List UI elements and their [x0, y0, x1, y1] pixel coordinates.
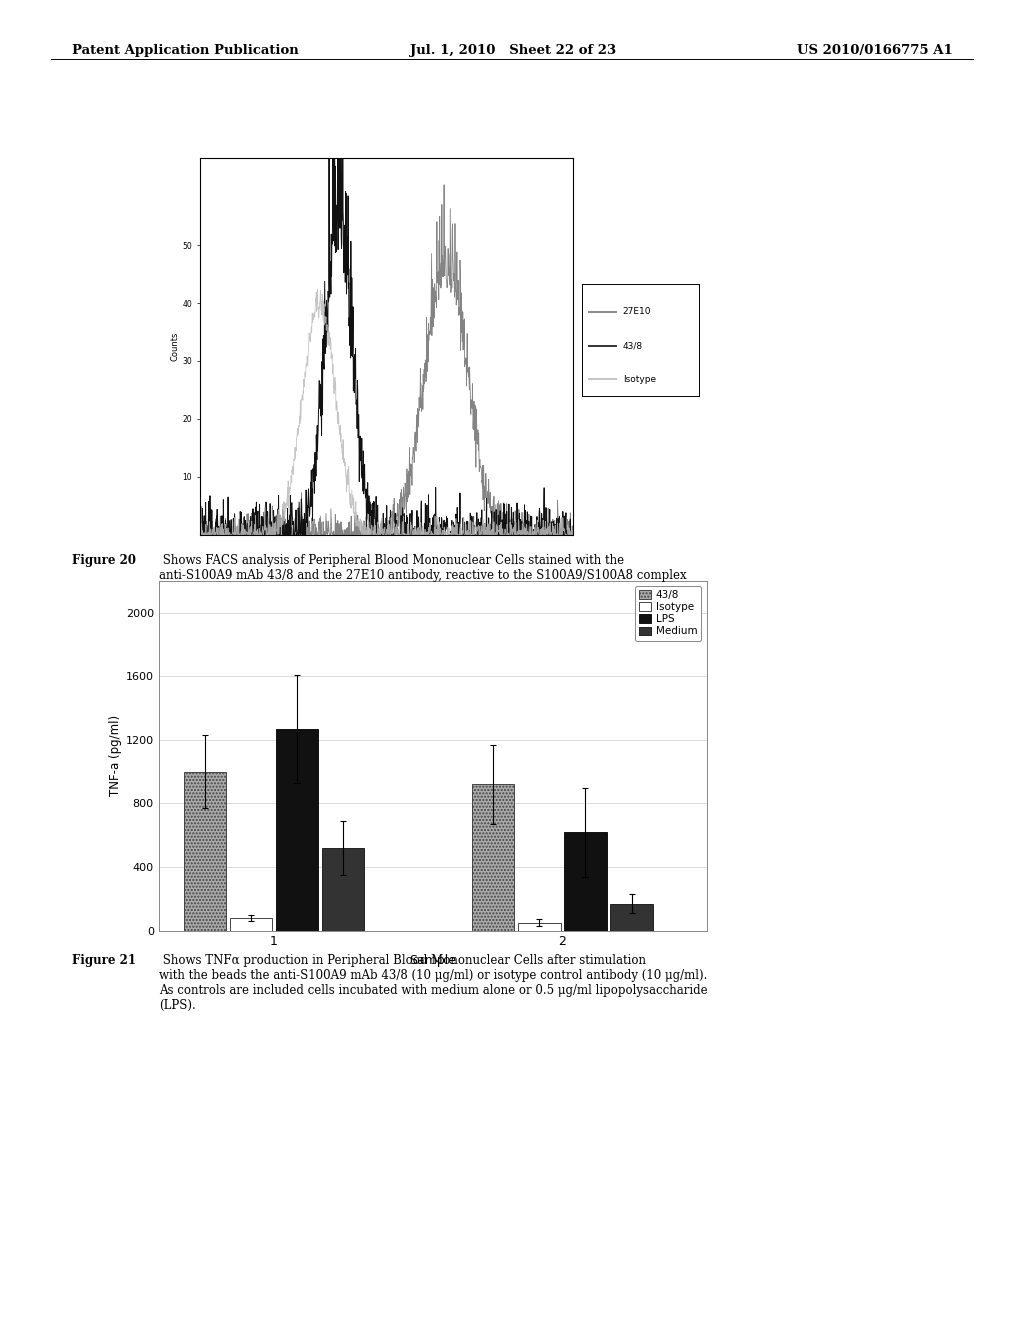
Text: Patent Application Publication: Patent Application Publication [72, 44, 298, 57]
Text: 27E10: 27E10 [623, 308, 651, 317]
Text: US 2010/0166775 A1: US 2010/0166775 A1 [797, 44, 952, 57]
Text: Isotype: Isotype [623, 375, 656, 384]
Y-axis label: TNF-a (pg/ml): TNF-a (pg/ml) [109, 715, 122, 796]
Bar [472, 784, 514, 931]
Text: Figure 21: Figure 21 [72, 954, 135, 968]
Bar [322, 847, 365, 931]
Bar [275, 729, 318, 931]
Bar [518, 923, 560, 931]
Y-axis label: Counts: Counts [171, 331, 179, 362]
Bar [183, 772, 226, 931]
X-axis label: Sample: Sample [410, 954, 456, 968]
Text: Figure 20: Figure 20 [72, 554, 135, 568]
Text: 43/8: 43/8 [623, 341, 643, 350]
Text: Shows TNFα production in Peripheral Blood Mononuclear Cells after stimulation
wi: Shows TNFα production in Peripheral Bloo… [159, 954, 708, 1012]
Text: Jul. 1, 2010   Sheet 22 of 23: Jul. 1, 2010 Sheet 22 of 23 [410, 44, 615, 57]
Text: Shows FACS analysis of Peripheral Blood Mononuclear Cells stained with the
anti-: Shows FACS analysis of Peripheral Blood … [159, 554, 686, 582]
Bar [564, 832, 606, 931]
Bar [610, 904, 653, 931]
Bar [229, 917, 272, 931]
Legend: 43/8, Isotype, LPS, Medium: 43/8, Isotype, LPS, Medium [635, 586, 701, 640]
